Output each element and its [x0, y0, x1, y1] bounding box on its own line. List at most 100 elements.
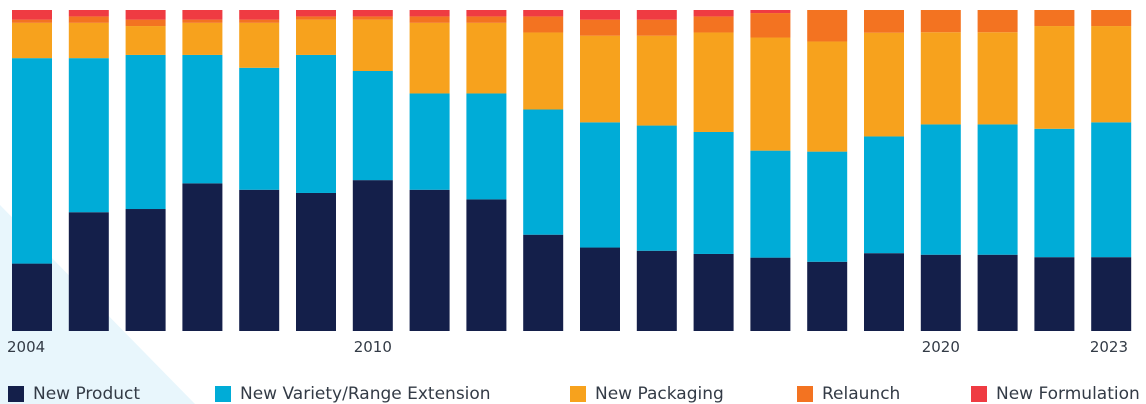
- bar-segment-2006-new-packaging: [125, 26, 166, 55]
- bar-segment-2009-relaunch: [296, 16, 336, 20]
- bar-segment-2016-relaunch: [693, 16, 734, 33]
- legend-swatch-new-variety: [215, 386, 231, 402]
- legend-item-new-formulation: New Formulation: [971, 384, 1140, 404]
- bar-segment-2007-new-packaging: [182, 22, 223, 55]
- bar-segment-2008-new-packaging: [239, 22, 280, 68]
- bar-segment-2008-new-variety-range-extension: [239, 67, 280, 190]
- bar-segment-2005-new-packaging: [68, 22, 109, 59]
- bar-segment-2020-new-variety-range-extension: [920, 124, 961, 255]
- bar-segment-2019-relaunch: [864, 10, 904, 33]
- bar-segment-2014-new-packaging: [580, 35, 620, 123]
- legend-label-new-variety: New Variety/Range Extension: [240, 384, 491, 404]
- legend-swatch-relaunch: [797, 386, 813, 402]
- bar-segment-2014-relaunch: [580, 19, 620, 36]
- legend-label-new-product: New Product: [33, 384, 141, 404]
- bar-segment-2022-new-product: [1034, 257, 1075, 331]
- bar-segment-2016-new-packaging: [693, 32, 734, 132]
- bar-segment-2009-new-variety-range-extension: [296, 54, 336, 193]
- bar-segment-2006-new-variety-range-extension: [125, 54, 166, 210]
- bar-segment-2005-relaunch: [68, 16, 109, 23]
- bar-segment-2016-new-formulation: [693, 10, 734, 17]
- legend-label-relaunch: Relaunch: [822, 384, 901, 404]
- bar-segment-2004-new-packaging: [12, 22, 52, 59]
- bar-segment-2016-new-product: [693, 253, 734, 331]
- bar-segment-2017-relaunch: [750, 13, 791, 38]
- legend-swatch-new-product: [8, 386, 24, 402]
- x-tick-label-2023: 2023: [1090, 338, 1128, 356]
- bar-segment-2010-new-packaging: [352, 19, 393, 71]
- legend-item-new-packaging: New Packaging: [570, 384, 724, 404]
- bar-segment-2015-new-product: [636, 250, 677, 331]
- bar-segment-2013-new-formulation: [523, 10, 564, 17]
- bar-segment-2015-new-variety-range-extension: [636, 125, 677, 251]
- x-tick-label-2020: 2020: [922, 338, 960, 356]
- bar-segment-2017-new-packaging: [750, 37, 791, 151]
- bar-segment-2007-new-formulation: [182, 10, 223, 20]
- bar-segment-2004-new-formulation: [12, 10, 52, 20]
- x-tick-label-2010: 2010: [354, 338, 392, 356]
- bar-segment-2013-new-variety-range-extension: [523, 109, 564, 235]
- bar-segment-2013-new-product: [523, 234, 564, 331]
- bar-segment-2021-new-packaging: [977, 32, 1018, 125]
- bar-segment-2023-relaunch: [1091, 10, 1132, 27]
- legend-item-new-product: New Product: [8, 384, 140, 404]
- bar-segment-2011-new-packaging: [409, 22, 450, 94]
- bar-segment-2022-relaunch: [1034, 10, 1075, 27]
- bar-segment-2012-new-product: [466, 199, 507, 331]
- bar-segment-2010-new-formulation: [352, 10, 393, 17]
- bar-segment-2010-new-variety-range-extension: [352, 70, 393, 181]
- bar-segment-2019-new-product: [864, 253, 904, 331]
- bar-segment-2006-new-formulation: [125, 10, 166, 20]
- x-tick-label-2004: 2004: [7, 338, 45, 356]
- legend-label-new-packaging: New Packaging: [595, 384, 724, 404]
- bar-segment-2011-new-variety-range-extension: [409, 93, 450, 190]
- bar-segment-2004-new-product: [12, 263, 52, 331]
- bar-segment-2017-new-formulation: [750, 10, 791, 14]
- bar-segment-2013-new-packaging: [523, 32, 564, 110]
- bar-segment-2008-new-product: [239, 189, 280, 331]
- bar-segment-2023-new-packaging: [1091, 26, 1132, 123]
- bar-segment-2012-new-variety-range-extension: [466, 93, 507, 200]
- bar-segment-2008-relaunch: [239, 19, 280, 23]
- bar-segment-2005-new-product: [68, 212, 109, 331]
- bar-segment-2007-new-product: [182, 183, 223, 331]
- bar-segment-2018-relaunch: [807, 10, 848, 42]
- bar-segment-2018-new-packaging: [807, 41, 848, 152]
- bar-segment-2006-new-product: [125, 209, 166, 331]
- bar-segment-2015-new-packaging: [636, 35, 677, 126]
- bar-segment-2005-new-formulation: [68, 10, 109, 17]
- bar-segment-2022-new-variety-range-extension: [1034, 128, 1075, 258]
- bar-segment-2014-new-variety-range-extension: [580, 122, 620, 248]
- bar-segment-2011-new-formulation: [409, 10, 450, 17]
- bar-segment-2007-relaunch: [182, 19, 223, 23]
- bar-segment-2008-new-formulation: [239, 10, 280, 20]
- legend-label-new-formulation: New Formulation: [996, 384, 1140, 404]
- bar-segment-2005-new-variety-range-extension: [68, 58, 109, 213]
- bar-segment-2018-new-variety-range-extension: [807, 151, 848, 262]
- legend-item-new-variety: New Variety/Range Extension: [215, 384, 491, 404]
- bar-segment-2014-new-product: [580, 247, 620, 331]
- bar-segment-2010-new-product: [352, 180, 393, 331]
- bar-segment-2021-new-variety-range-extension: [977, 124, 1018, 255]
- bar-segment-2004-relaunch: [12, 19, 52, 23]
- bar-segment-2021-relaunch: [977, 10, 1018, 33]
- bar-segment-2015-relaunch: [636, 19, 677, 36]
- bar-segment-2023-new-variety-range-extension: [1091, 122, 1132, 258]
- bar-segment-2017-new-variety-range-extension: [750, 150, 791, 258]
- bar-segment-2017-new-product: [750, 257, 791, 331]
- bar-segment-2012-new-packaging: [466, 22, 507, 94]
- bar-segment-2010-relaunch: [352, 16, 393, 20]
- bar-segment-2009-new-product: [296, 192, 336, 331]
- bar-segment-2023-new-product: [1091, 257, 1132, 331]
- legend-swatch-new-packaging: [570, 386, 586, 402]
- bar-segment-2021-new-product: [977, 254, 1018, 331]
- bar-segment-2020-new-packaging: [920, 32, 961, 125]
- bar-segment-2009-new-formulation: [296, 10, 336, 17]
- bar-segment-2018-new-product: [807, 261, 848, 331]
- legend-swatch-new-formulation: [971, 386, 987, 402]
- bar-segment-2007-new-variety-range-extension: [182, 54, 223, 184]
- bar-segment-2011-relaunch: [409, 16, 450, 23]
- bar-segment-2009-new-packaging: [296, 19, 336, 55]
